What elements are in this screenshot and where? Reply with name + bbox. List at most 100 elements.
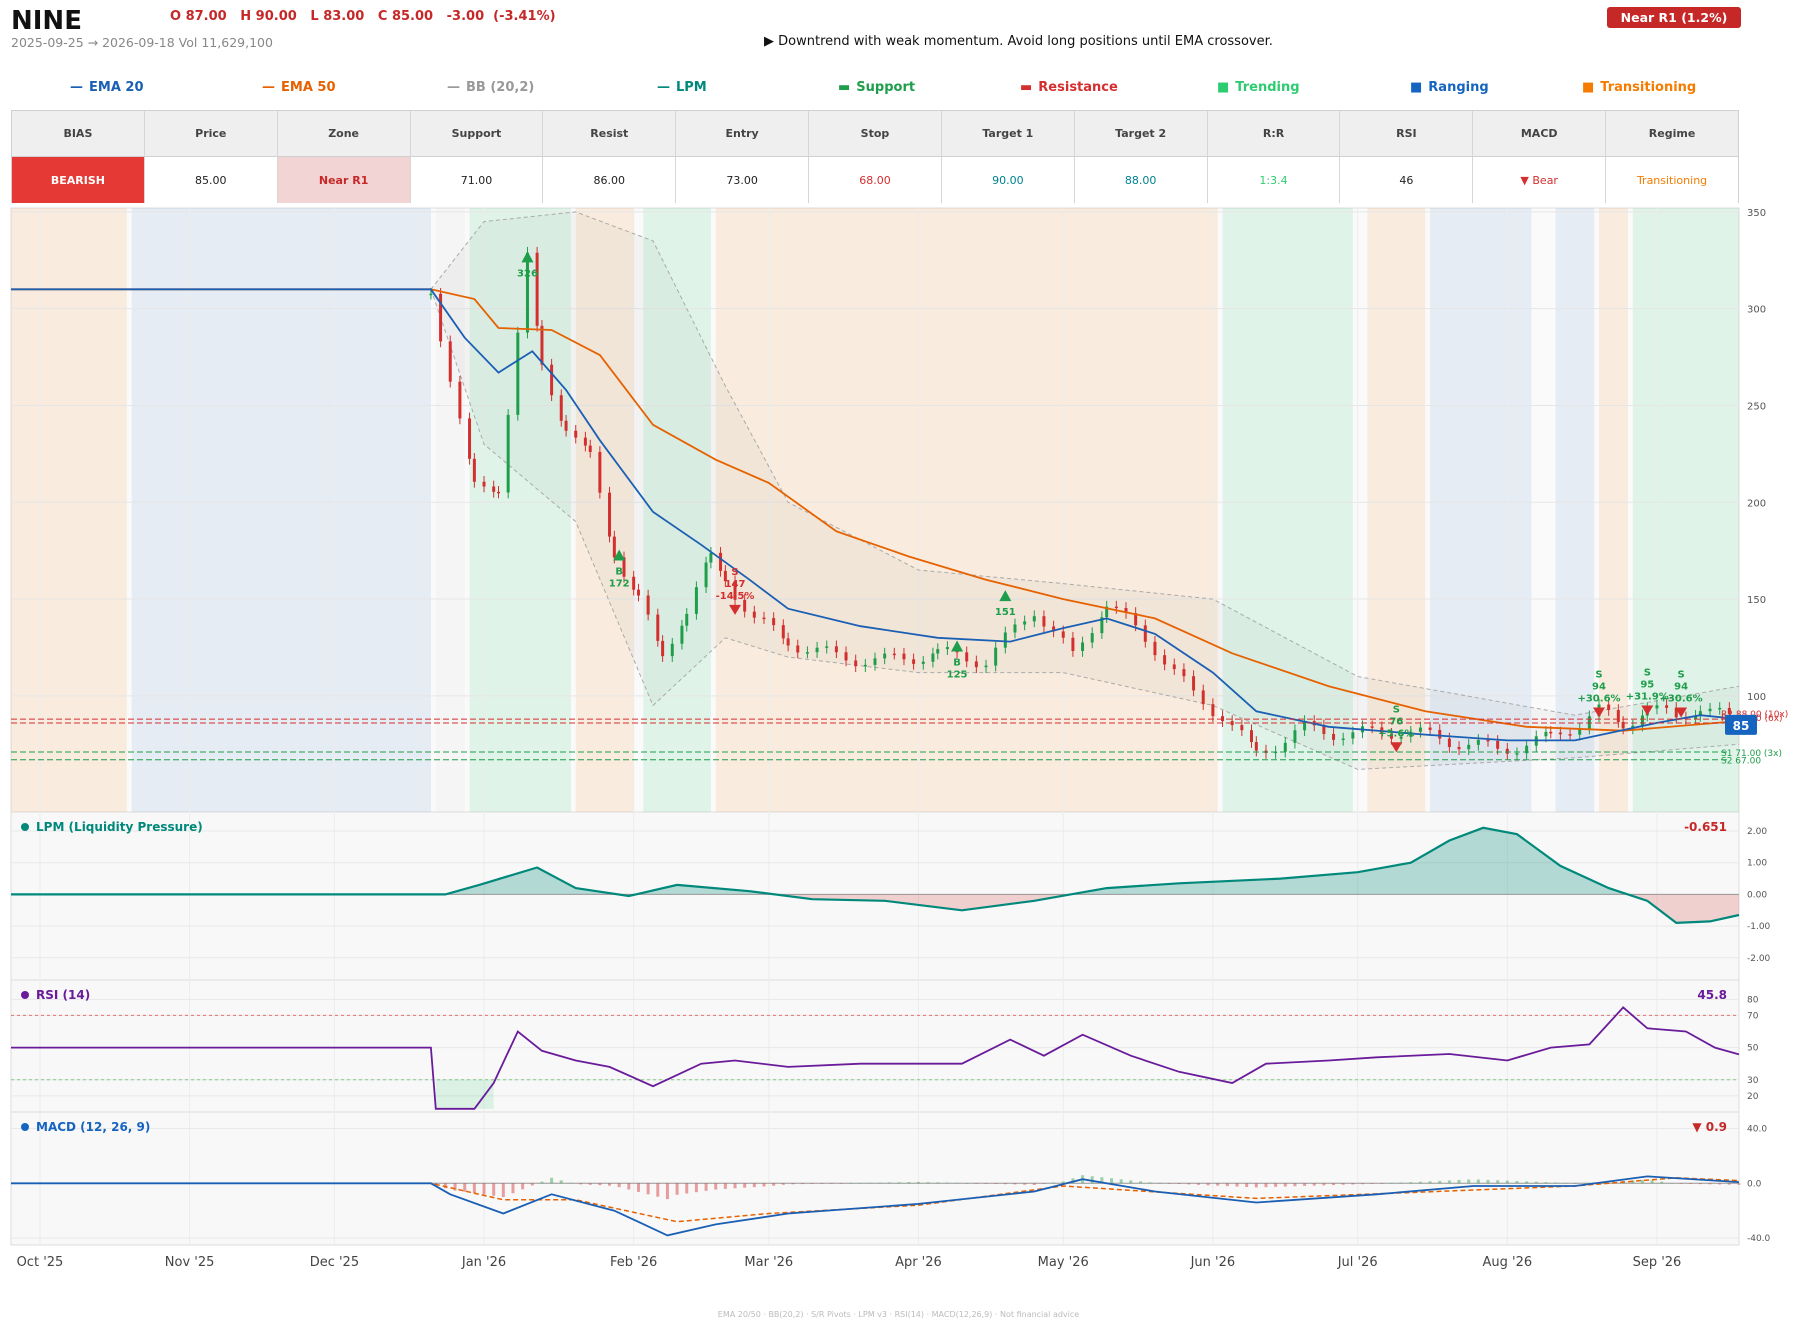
legend-swatch-icon: —: [447, 80, 460, 95]
macd-histogram-bar: [1225, 1183, 1229, 1187]
panel-current-value: -0.651: [1684, 820, 1727, 834]
candle-body: [1032, 616, 1036, 622]
ema20-line: [11, 288, 1740, 742]
sell-signal-label: 76: [1389, 716, 1403, 727]
candle-body: [429, 293, 433, 296]
candle-body: [492, 486, 496, 492]
table-header-cell: RSI: [1340, 111, 1474, 157]
macd-histogram-bar: [839, 1183, 843, 1184]
macd-histogram-bar: [501, 1183, 505, 1198]
buy-signal-label: B: [953, 657, 961, 668]
macd-histogram-bar: [859, 1183, 863, 1184]
candle-body: [588, 445, 592, 452]
panel-current-value: ▼ 0.9: [1692, 1120, 1727, 1134]
candle-body: [525, 252, 529, 333]
sell-signal-label: -14.5%: [716, 591, 755, 602]
macd-histogram-bar: [1254, 1183, 1258, 1188]
legend-item-transitioning[interactable]: ■ Transitioning: [1582, 80, 1696, 95]
legend-label: EMA 50: [281, 80, 336, 95]
candle-body: [661, 640, 665, 657]
candle-body: [772, 618, 776, 626]
subpanel-tick-label: 80: [1747, 995, 1759, 1005]
candle-body: [945, 647, 949, 650]
macd-histogram-bar: [1187, 1183, 1191, 1185]
candle-body: [1023, 621, 1027, 625]
subpanel-tick-label: -1.00: [1747, 922, 1771, 932]
candle-body: [1071, 637, 1075, 652]
candle-body: [781, 625, 785, 639]
macd-histogram-bar: [1428, 1181, 1432, 1184]
legend-label: Transitioning: [1600, 80, 1697, 95]
macd-histogram-bar: [1534, 1181, 1538, 1184]
legend-swatch-icon: ■: [1217, 80, 1230, 95]
candle-body: [636, 589, 640, 596]
candle-body: [1399, 736, 1403, 739]
table-header-cell: Target 2: [1074, 111, 1208, 157]
legend-item-ema-50[interactable]: — EMA 50: [262, 80, 336, 95]
macd-line: [11, 1175, 1740, 1237]
macd-histogram-bar: [1447, 1180, 1451, 1184]
candle-body: [550, 364, 554, 396]
legend-item-ema-20[interactable]: — EMA 20: [70, 80, 144, 95]
buy-signal-label: 151: [995, 607, 1016, 618]
candle-body: [1607, 704, 1611, 711]
legend-item-ranging[interactable]: ■ Ranging: [1410, 80, 1489, 95]
macd-histogram-bar: [714, 1183, 718, 1190]
panel-dot-icon: [21, 1123, 29, 1131]
candle-body: [1525, 745, 1529, 754]
macd-histogram-bar: [801, 1183, 805, 1185]
table-header-cell: MACD: [1473, 111, 1607, 157]
macd-histogram-bar: [1457, 1179, 1461, 1184]
macd-histogram-bar: [762, 1183, 766, 1187]
candle-body: [1105, 606, 1109, 618]
legend-item-lpm[interactable]: — LPM: [657, 80, 707, 95]
sell-signal-label: S: [731, 567, 738, 578]
table-header-cell: Target 1: [941, 111, 1075, 157]
panel-dot-icon: [21, 991, 29, 999]
sell-signal-label: +31.9%: [1626, 692, 1669, 703]
macd-histogram-bar: [1689, 1183, 1693, 1184]
signal-table: BIAS Price Zone Support Resist Entry Stop Targe…: [11, 110, 1739, 203]
table-value-rsi: 46: [1340, 157, 1474, 203]
date-tick-label: Feb '26: [610, 1255, 657, 1270]
legend-item-support[interactable]: ▬ Support: [838, 80, 915, 95]
macd-histogram-bar: [1283, 1183, 1287, 1187]
macd-histogram-bar: [1293, 1183, 1297, 1187]
candle-body: [680, 625, 684, 644]
candle-body: [733, 581, 737, 600]
macd-histogram-bar: [443, 1183, 447, 1189]
macd-histogram-bar: [675, 1183, 679, 1195]
macd-histogram-bar: [627, 1183, 631, 1190]
candle-body: [1114, 606, 1118, 609]
table-header-cell: Zone: [277, 111, 411, 157]
candle-body: [694, 587, 698, 614]
macd-histogram-bar: [1138, 1181, 1142, 1184]
legend-item-trending[interactable]: ■ Trending: [1217, 80, 1300, 95]
date-tick-label: Sep '26: [1633, 1255, 1682, 1270]
candle-body: [1283, 742, 1287, 752]
date-tick-label: Apr '26: [895, 1255, 942, 1270]
candle-body: [1124, 607, 1128, 613]
macd-histogram-bar: [1245, 1183, 1249, 1187]
signal-table-values: BEARISH 85.00 Near R1 71.00 86.00 73.00 68.00 9…: [12, 157, 1738, 203]
date-tick-label: May '26: [1038, 1255, 1089, 1270]
candle-body: [752, 611, 756, 618]
candle-body: [1476, 739, 1480, 745]
price-tick-label: 250: [1747, 401, 1766, 412]
legend-item-resistance[interactable]: ▬ Resistance: [1020, 80, 1118, 95]
price-tick-label: 200: [1747, 498, 1766, 509]
subpanel-tick-label: 50: [1747, 1044, 1759, 1054]
macd-histogram-bar: [1660, 1181, 1664, 1184]
macd-histogram-bar: [492, 1183, 496, 1196]
price-chart[interactable]: 100 150 200 250 300 350 Oct '25 Nov '25 Dec '25 J…: [0, 205, 1797, 1305]
macd-histogram-bar: [1042, 1183, 1046, 1184]
macd-histogram-bar: [1032, 1183, 1036, 1185]
price-tick-label: 350: [1747, 208, 1766, 219]
subpanel-tick-label: 20: [1747, 1092, 1759, 1102]
candle-body: [1665, 705, 1669, 708]
ticker-symbol: NINE: [11, 6, 82, 36]
table-value-zone: Near R1: [277, 157, 411, 203]
legend-item-bb-20-2[interactable]: — BB (20,2): [447, 80, 534, 95]
panel-title: RSI (14): [36, 988, 90, 1002]
candle-body: [902, 653, 906, 660]
